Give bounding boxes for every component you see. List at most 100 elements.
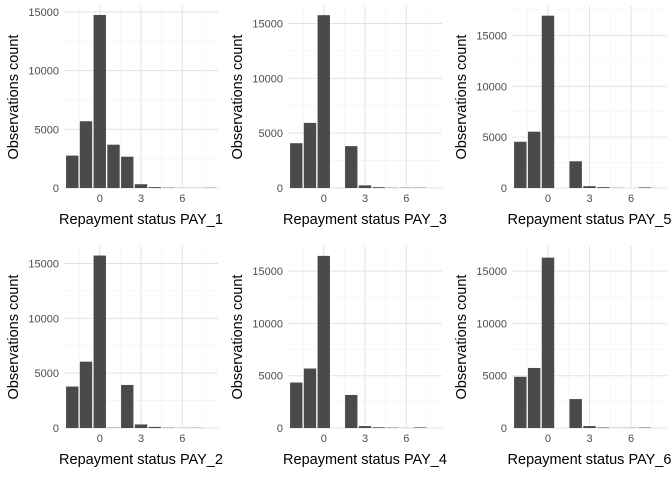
x-tick-label: 3 <box>138 193 144 205</box>
y-axis-title: Observations count <box>230 275 246 400</box>
bar <box>569 399 582 428</box>
y-tick-label: 0 <box>501 183 507 195</box>
x-tick-label: 6 <box>179 193 185 205</box>
x-tick-label: 6 <box>628 433 634 445</box>
x-tick-label: 3 <box>586 433 592 445</box>
x-axis-title: Repayment status PAY_4 <box>283 452 447 468</box>
bar <box>303 368 317 428</box>
bar <box>527 367 541 428</box>
bar <box>358 185 372 188</box>
x-tick-label: 6 <box>179 433 185 445</box>
chart-panel: 0 5000 10000 15000 0 3 6 Repayment status PAY_5… <box>454 6 671 228</box>
bar <box>372 187 385 188</box>
bar <box>597 187 610 188</box>
x-tick-label: 3 <box>362 193 368 205</box>
bar <box>345 394 358 428</box>
y-axis-title: Observations count <box>230 35 246 160</box>
bar <box>413 427 427 428</box>
x-tick-label: 0 <box>97 433 103 445</box>
x-tick-label: 3 <box>362 433 368 445</box>
y-tick-label: 0 <box>277 183 283 195</box>
bar <box>93 14 106 189</box>
y-axis-title: Observations count <box>454 35 470 160</box>
y-tick-label: 5000 <box>35 368 59 380</box>
bar <box>148 187 161 188</box>
x-tick-label: 0 <box>97 193 103 205</box>
y-tick-label: 10000 <box>476 318 507 330</box>
bar <box>134 184 148 188</box>
y-tick-label: 15000 <box>28 259 59 271</box>
x-tick-label: 3 <box>586 193 592 205</box>
bar <box>345 146 358 188</box>
y-tick-label: 5000 <box>259 128 283 140</box>
chart-panel: 0 5000 10000 15000 0 3 6 Repayment status PAY_2… <box>6 246 223 468</box>
y-tick-label: 10000 <box>252 318 283 330</box>
bar <box>121 156 134 188</box>
bar <box>107 144 120 188</box>
chart-panel: 0 5000 10000 15000 0 3 6 Repayment status PAY_3… <box>230 6 447 228</box>
bar <box>372 427 385 428</box>
y-tick-label: 15000 <box>476 30 507 42</box>
bar <box>583 186 596 188</box>
x-tick-label: 6 <box>403 433 409 445</box>
bar <box>583 426 596 428</box>
bar <box>597 427 610 428</box>
bar <box>134 424 148 428</box>
bar <box>66 155 79 188</box>
bar <box>93 255 106 428</box>
bar <box>317 15 330 188</box>
y-tick-label: 10000 <box>28 313 59 325</box>
bar <box>66 386 79 428</box>
y-axis-title: Observations count <box>6 35 22 160</box>
bar <box>358 426 372 428</box>
y-tick-label: 10000 <box>28 66 59 78</box>
y-tick-label: 15000 <box>476 266 507 278</box>
y-tick-label: 15000 <box>28 7 59 19</box>
bar <box>148 426 161 428</box>
bar <box>303 122 317 188</box>
y-axis-title: Observations count <box>454 275 470 400</box>
bar <box>290 143 303 188</box>
y-tick-label: 0 <box>277 423 283 435</box>
x-tick-label: 0 <box>545 433 551 445</box>
y-tick-label: 10000 <box>252 73 283 85</box>
bar <box>121 384 134 428</box>
bar <box>541 257 555 428</box>
chart-panel: 0 5000 10000 15000 0 3 6 Repayment status PAY_4… <box>230 246 447 468</box>
y-tick-label: 5000 <box>483 132 507 144</box>
chart-panel: 0 5000 10000 15000 0 3 6 Repayment status PAY_6… <box>454 246 671 468</box>
bar <box>569 161 582 188</box>
x-tick-label: 0 <box>545 193 551 205</box>
y-tick-label: 0 <box>53 183 59 195</box>
y-tick-label: 5000 <box>259 371 283 383</box>
x-tick-label: 6 <box>403 193 409 205</box>
bar <box>290 382 303 428</box>
bar <box>79 121 93 188</box>
y-tick-label: 15000 <box>252 266 283 278</box>
x-axis-title: Repayment status PAY_5 <box>508 212 672 228</box>
bar <box>514 141 527 188</box>
y-tick-label: 0 <box>53 423 59 435</box>
chart-panel: 0 5000 10000 15000 0 3 6 Repayment status PAY_1… <box>6 6 223 228</box>
x-axis-title: Repayment status PAY_1 <box>59 212 223 228</box>
y-tick-label: 10000 <box>476 81 507 93</box>
bar <box>638 187 652 188</box>
bar <box>527 131 541 188</box>
x-tick-label: 0 <box>321 433 327 445</box>
y-tick-label: 5000 <box>35 124 59 136</box>
x-tick-label: 6 <box>628 193 634 205</box>
y-tick-label: 5000 <box>483 371 507 383</box>
bar <box>541 15 555 188</box>
x-tick-label: 0 <box>321 193 327 205</box>
bar <box>514 376 527 428</box>
x-axis-title: Repayment status PAY_2 <box>59 452 223 468</box>
x-axis-title: Repayment status PAY_6 <box>508 452 672 468</box>
y-axis-title: Observations count <box>6 275 22 400</box>
y-tick-label: 15000 <box>252 19 283 31</box>
bar <box>317 255 330 428</box>
y-tick-label: 0 <box>501 423 507 435</box>
bar <box>79 361 93 428</box>
x-axis-title: Repayment status PAY_3 <box>283 212 447 228</box>
x-tick-label: 3 <box>138 433 144 445</box>
